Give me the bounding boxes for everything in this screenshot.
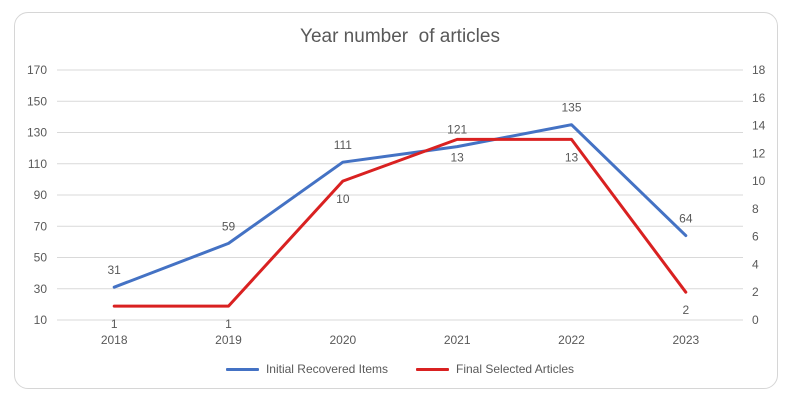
data-label-series-0: 121 bbox=[447, 123, 467, 137]
legend-item-initial-recovered-items: Initial Recovered Items bbox=[225, 362, 388, 376]
right-axis-tick: 8 bbox=[752, 202, 759, 216]
data-label-series-0: 31 bbox=[107, 263, 121, 277]
data-label-series-0: 64 bbox=[679, 212, 693, 226]
data-label-series-1: 13 bbox=[565, 150, 579, 164]
right-axis-tick: 18 bbox=[752, 63, 766, 77]
data-label-series-0: 111 bbox=[334, 138, 353, 152]
left-axis-tick: 150 bbox=[27, 94, 47, 108]
legend-item-final-selected-articles: Final Selected Articles bbox=[416, 362, 574, 376]
left-axis-tick: 110 bbox=[28, 157, 47, 171]
data-label-series-1: 1 bbox=[111, 317, 118, 331]
right-axis-tick: 16 bbox=[752, 91, 766, 105]
data-label-series-0: 135 bbox=[561, 101, 581, 115]
legend-line-red-icon bbox=[416, 367, 449, 371]
right-axis-tick: 6 bbox=[752, 230, 759, 244]
x-axis-label: 2018 bbox=[101, 333, 128, 347]
legend: Initial Recovered Items Final Selected A… bbox=[0, 360, 800, 378]
left-axis-tick: 130 bbox=[27, 126, 47, 140]
left-axis-tick: 10 bbox=[34, 313, 48, 327]
left-axis-tick: 30 bbox=[34, 282, 48, 296]
left-axis-tick: 70 bbox=[34, 219, 48, 233]
right-axis-tick: 4 bbox=[752, 257, 759, 271]
legend-label-initial-recovered-items: Initial Recovered Items bbox=[265, 362, 388, 376]
right-axis-tick: 2 bbox=[752, 285, 759, 299]
left-axis-tick: 170 bbox=[27, 63, 47, 77]
x-axis-label: 2021 bbox=[444, 333, 471, 347]
legend-line-blue-icon bbox=[225, 367, 259, 371]
data-label-series-1: 2 bbox=[682, 303, 689, 317]
data-label-series-1: 10 bbox=[336, 192, 350, 206]
data-label-series-1: 13 bbox=[450, 150, 464, 164]
x-axis-label: 2020 bbox=[329, 333, 356, 347]
x-axis-label: 2023 bbox=[672, 333, 699, 347]
x-axis-label: 2022 bbox=[558, 333, 585, 347]
right-axis-tick: 0 bbox=[752, 313, 759, 327]
left-axis-tick: 50 bbox=[34, 251, 48, 265]
right-axis-tick: 14 bbox=[752, 119, 766, 133]
data-label-series-0: 59 bbox=[222, 219, 236, 233]
legend-label-final-selected-articles: Final Selected Articles bbox=[456, 362, 575, 376]
right-axis-tick: 10 bbox=[752, 174, 766, 188]
x-axis-label: 2019 bbox=[215, 333, 242, 347]
left-axis-tick: 90 bbox=[34, 188, 48, 202]
data-label-series-1: 1 bbox=[225, 317, 232, 331]
chart-title: Year number of articles bbox=[300, 26, 500, 47]
series-line-1 bbox=[112, 137, 688, 308]
series-line-0 bbox=[112, 123, 688, 289]
right-axis-tick: 12 bbox=[752, 146, 766, 160]
